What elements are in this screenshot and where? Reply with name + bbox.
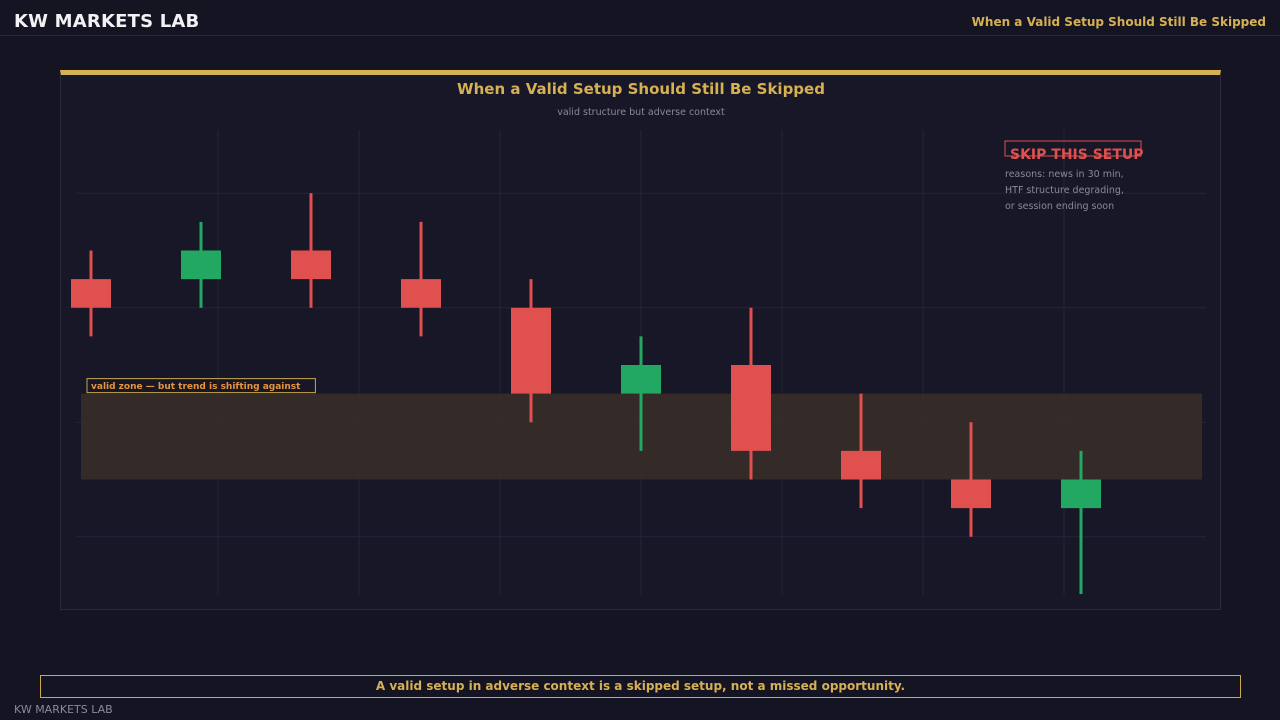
zone-label: valid zone — but trend is shifting again… bbox=[91, 382, 301, 392]
candle-body bbox=[71, 279, 111, 308]
candlestick-chart: When a Valid Setup Should Still Be Skipp… bbox=[71, 80, 1206, 595]
brand-logo-text: KW MARKETS LAB bbox=[14, 11, 200, 32]
candle-body bbox=[401, 279, 441, 308]
top-bar: KW MARKETS LAB When a Valid Setup Should… bbox=[0, 0, 1280, 36]
candle-body bbox=[1061, 479, 1101, 509]
candle-body bbox=[731, 365, 771, 451]
candle-body bbox=[951, 479, 991, 509]
footer-banner: A valid setup in adverse context is a sk… bbox=[40, 675, 1241, 698]
header-title: When a Valid Setup Should Still Be Skipp… bbox=[971, 15, 1266, 29]
candle-body bbox=[511, 307, 551, 394]
zone-label-box bbox=[86, 378, 316, 394]
candle-body bbox=[291, 250, 331, 280]
skip-reason-line: or session ending soon bbox=[1005, 201, 1114, 212]
candle-body bbox=[181, 250, 221, 280]
skip-callout-box bbox=[1004, 140, 1142, 157]
footer-brand: KW MARKETS LAB bbox=[14, 703, 113, 716]
chart-subtitle: valid structure but adverse context bbox=[557, 107, 725, 118]
chart-title: When a Valid Setup Should Still Be Skipp… bbox=[457, 80, 825, 98]
skip-callout-title: SKIP THIS SETUP bbox=[1010, 147, 1144, 163]
skip-reason-line: HTF structure degrading, bbox=[1005, 185, 1124, 196]
candle-body bbox=[621, 365, 661, 394]
candle-body bbox=[841, 450, 881, 480]
skip-reason-line: reasons: news in 30 min, bbox=[1005, 169, 1124, 180]
chart-panel: When a Valid Setup Should Still Be Skipp… bbox=[60, 70, 1221, 610]
